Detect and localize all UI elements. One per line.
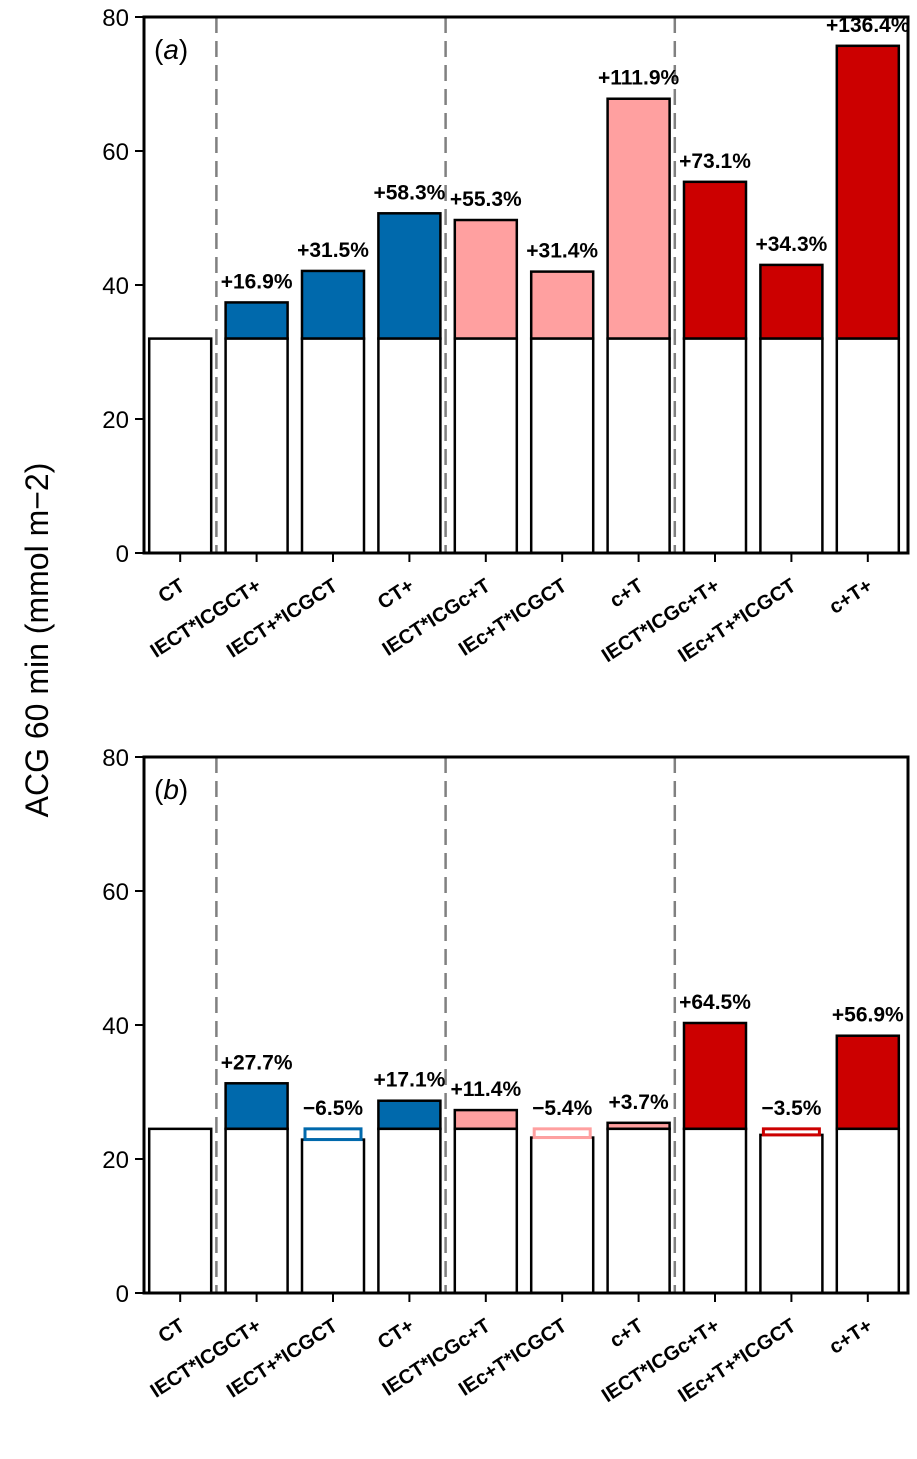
bar-increase [759,263,824,340]
bar-increase [453,1108,519,1131]
data-label: +55.3% [450,188,522,211]
panel-label-close: ) [179,774,188,805]
bar-increase [835,44,901,340]
panel-label: (a) [154,34,188,65]
bar-baseline [835,337,901,555]
bar-increase [682,180,748,340]
data-label: −5.4% [532,1097,592,1120]
plot-frame [142,755,910,1295]
data-label: +136.4% [826,14,910,37]
panel-label-open: ( [154,34,164,65]
bar-value [759,1133,824,1295]
bar-baseline [606,337,671,555]
y-tick-label: 60 [102,139,129,166]
y-tick-label: 40 [102,273,129,300]
bar-baseline [682,1127,748,1295]
bar-decrease [761,1127,821,1137]
bar-increase [377,212,442,340]
bar-baseline [682,337,748,555]
bar-increase [377,1099,442,1131]
data-label: +31.4% [526,240,598,263]
y-tick-label: 60 [102,879,129,906]
y-tick-label: 40 [102,1013,129,1040]
data-label: +34.3% [755,233,827,256]
bar-baseline [529,337,595,555]
bar-baseline [377,1127,442,1295]
bar-increase [300,269,366,340]
y-tick-label: 80 [102,5,129,32]
data-label: +27.7% [221,1051,293,1074]
bar-baseline [453,1127,519,1295]
bar-increase [529,270,595,340]
x-tick-label: c+T+ [825,1315,876,1359]
panel-label-close: ) [179,34,188,65]
panel-b: 020406080CT+27.7%IECT*ICGCT+−6.5%IECT+*I… [102,745,910,1407]
x-tick-label: CT [155,575,189,608]
x-tick-label: CT+ [374,575,418,614]
bar-increase [682,1021,748,1131]
bar-increase [606,97,671,340]
y-tick-label: 0 [116,541,129,568]
y-tick-label: 20 [102,407,129,434]
data-label: +11.4% [450,1078,521,1101]
x-tick-label: c+T+ [825,575,876,619]
bar-increase [224,301,289,340]
bar-baseline [377,337,442,555]
y-axis-label: ACG 60 min (mmol m−2) [19,463,55,818]
plot-frame [142,15,910,555]
bar-baseline [224,337,289,555]
bar-baseline [606,1127,671,1295]
x-tick-label: c+T [606,1315,647,1353]
bar-value [529,1136,595,1295]
y-tick-label: 80 [102,745,129,772]
bar-baseline [835,1127,901,1295]
data-label: +58.3% [373,181,445,204]
x-tick-label: c+T [606,575,647,613]
data-label: −3.5% [761,1097,821,1120]
y-tick-label: 0 [116,1281,129,1308]
bar-decrease [532,1127,592,1140]
data-label: +16.9% [221,270,293,293]
bar-baseline [453,337,519,555]
data-label: +17.1% [373,1069,445,1092]
bar-increase [835,1034,901,1131]
panel-letter: b [163,774,179,805]
bar-control [147,337,213,555]
data-label: +31.5% [297,239,369,262]
bar-increase [224,1082,289,1131]
data-label: +56.9% [832,1004,904,1027]
bar-baseline [759,337,824,555]
panel-label: (b) [154,774,188,805]
data-label: +111.9% [598,67,679,90]
bar-value [300,1138,366,1295]
y-tick-label: 20 [102,1147,129,1174]
panel-label-open: ( [154,774,164,805]
data-label: −6.5% [303,1097,363,1120]
bar-baseline [300,337,366,555]
data-label: +64.5% [679,991,751,1014]
data-label: +3.7% [609,1091,669,1114]
panel-letter: a [163,34,179,65]
x-tick-label: CT+ [374,1315,418,1354]
bar-decrease [303,1127,363,1142]
bar-baseline [224,1127,289,1295]
x-tick-label: CT [155,1315,189,1348]
bar-increase [453,218,519,340]
bar-control [147,1127,213,1295]
panel-a: 020406080CT+16.9%IECT*ICGCT++31.5%IECT+*… [102,5,910,667]
data-label: +73.1% [679,150,751,173]
